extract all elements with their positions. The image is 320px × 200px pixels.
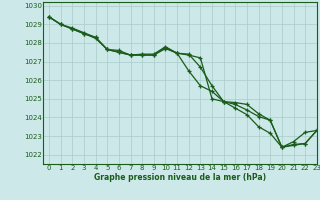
X-axis label: Graphe pression niveau de la mer (hPa): Graphe pression niveau de la mer (hPa)	[94, 173, 266, 182]
